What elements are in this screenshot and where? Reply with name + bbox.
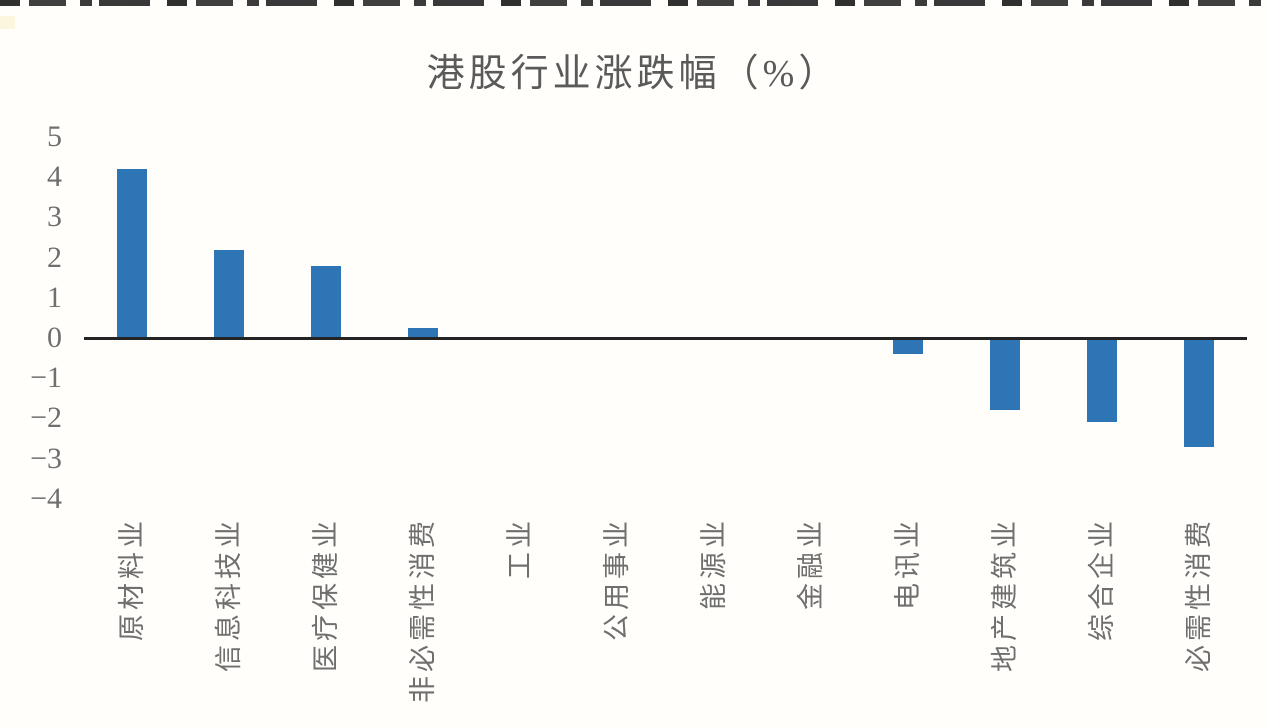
bar — [989, 338, 1020, 411]
x-axis-label: 原材料业 — [117, 517, 148, 641]
x-axis-label: 必需性消费 — [1183, 517, 1214, 672]
bar — [1183, 338, 1214, 447]
y-tick-label: 5 — [47, 120, 62, 153]
y-tick-label: 4 — [47, 160, 62, 194]
x-axis-label: 工业 — [505, 517, 536, 579]
highlight-artifact — [0, 16, 15, 29]
y-tick-label: 1 — [47, 280, 62, 314]
x-axis-label: 非必需性消费 — [408, 517, 439, 703]
bar — [408, 327, 439, 338]
bar — [892, 338, 923, 355]
chart-title: 港股行业涨跌幅（%） — [426, 53, 841, 95]
x-axis-label: 地产建筑业 — [989, 517, 1020, 672]
x-axis-label: 医疗保健业 — [311, 517, 342, 672]
y-tick-label: −1 — [30, 361, 62, 395]
bar — [214, 249, 245, 338]
y-tick-label: 3 — [47, 200, 62, 234]
y-tick-label: 2 — [47, 240, 62, 274]
x-axis-label: 电讯业 — [892, 517, 923, 610]
y-tick-label: 0 — [47, 321, 62, 354]
x-axis-label: 公用事业 — [602, 517, 633, 641]
x-axis-label: 能源业 — [699, 517, 730, 610]
x-axis-line — [84, 336, 1248, 340]
bar — [311, 265, 342, 338]
cropped-text-strip — [0, 0, 1267, 6]
y-tick-label: −2 — [30, 401, 62, 435]
x-axis-label: 综合企业 — [1086, 517, 1117, 641]
x-axis-label: 金融业 — [795, 517, 826, 610]
y-tick-label: −3 — [30, 441, 62, 475]
x-axis-label: 信息科技业 — [214, 517, 245, 672]
bar — [117, 169, 148, 338]
y-tick-label: −4 — [30, 481, 62, 515]
bar — [1086, 338, 1117, 423]
